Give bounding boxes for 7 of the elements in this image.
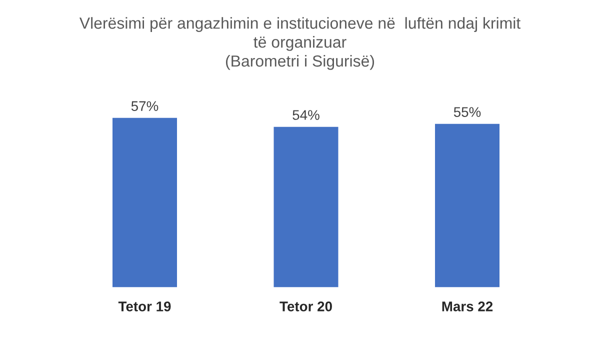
data-label: 55% [454, 107, 481, 117]
x-tick-label: Mars 22 [442, 302, 493, 312]
data-label: 54% [292, 110, 320, 120]
chart-title: Vlerësimi për angazhimin e institucioneve në luftën ndaj krimit të organizuar (Barometri i Sigurisë) [79, 17, 521, 70]
x-tick-label: Tetor 20 [280, 302, 332, 312]
x-tick-label: Tetor 19 [118, 302, 171, 312]
data-label: 57% [131, 101, 158, 111]
